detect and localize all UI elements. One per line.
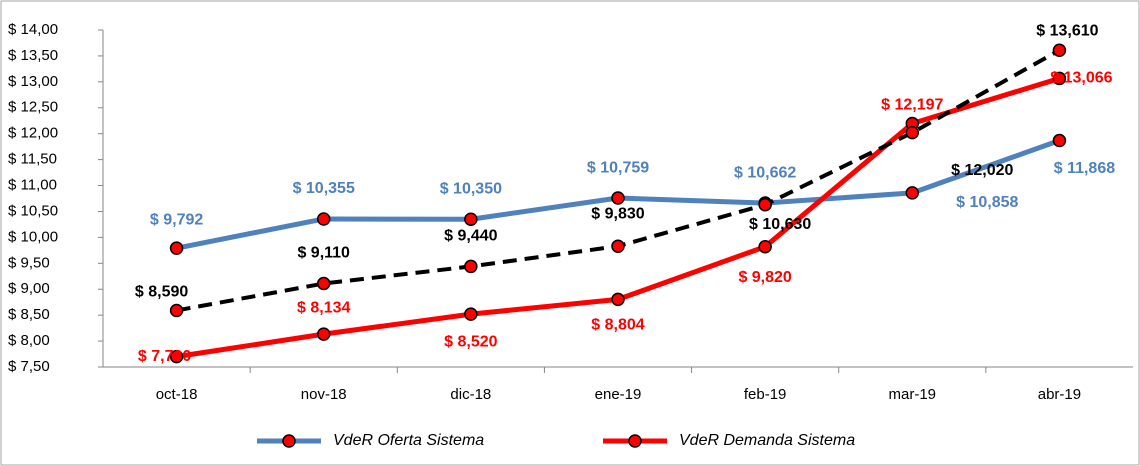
x-tick-label: feb-19 — [744, 386, 787, 403]
y-tick-label: $ 9,50 — [8, 254, 50, 271]
y-tick-label: $ 7,50 — [8, 358, 50, 375]
data-point — [464, 259, 478, 274]
x-tick-label: dic-18 — [450, 386, 491, 403]
data-label: $ 10,759 — [587, 159, 649, 176]
y-tick-label: $ 11,00 — [8, 177, 57, 194]
data-label: $ 12,197 — [881, 97, 943, 114]
data-label: $ 9,110 — [297, 245, 350, 262]
data-point — [464, 307, 478, 321]
data-point — [316, 327, 331, 341]
data-point — [169, 303, 184, 318]
x-tick-label: oct-18 — [156, 386, 198, 403]
data-label: $ 8,520 — [444, 333, 497, 350]
data-point — [1052, 43, 1067, 57]
data-label: $ 9,820 — [738, 269, 791, 286]
y-tick-label: $ 10,00 — [8, 228, 58, 245]
data-label: $ 13,610 — [1036, 22, 1098, 39]
y-tick-label: $ 11,50 — [8, 151, 57, 168]
data-label: $ 13,066 — [1050, 70, 1112, 87]
data-point — [464, 212, 478, 226]
data-label: $ 12,020 — [951, 162, 1013, 179]
data-label: $ 11,868 — [1054, 160, 1116, 177]
y-tick-label: $ 14,00 — [8, 21, 58, 38]
data-point — [169, 241, 184, 255]
data-point — [758, 197, 772, 212]
legend-marker — [628, 434, 642, 448]
data-point — [611, 239, 625, 253]
data-point — [758, 239, 772, 254]
y-tick-label: $ 9,00 — [8, 280, 50, 297]
data-point — [905, 125, 920, 140]
y-tick-label: $ 8,00 — [8, 332, 50, 349]
y-tick-label: $ 13,50 — [8, 47, 58, 64]
data-label: $ 9,830 — [591, 205, 644, 222]
legend-label: VdeR Oferta Sistema — [333, 432, 484, 449]
legend-marker — [282, 434, 296, 448]
data-point — [316, 212, 331, 226]
data-label: $ 10,350 — [440, 180, 502, 197]
y-tick-label: $ 13,00 — [8, 73, 58, 90]
x-tick-label: nov-18 — [301, 386, 347, 403]
x-tick-label: ene-19 — [595, 386, 642, 403]
data-point — [316, 276, 331, 291]
data-label: $ 9,440 — [444, 228, 497, 245]
y-tick-label: $ 10,50 — [8, 202, 58, 219]
x-tick-label: abr-19 — [1038, 386, 1081, 403]
data-label: $ 10,858 — [956, 194, 1018, 211]
data-label: $ 10,355 — [293, 180, 355, 197]
data-point — [611, 191, 625, 205]
legend-label: VdeR Demanda Sistema — [679, 432, 855, 449]
data-label: $ 8,804 — [591, 317, 644, 334]
data-point — [1052, 133, 1067, 148]
data-label: $ 10,662 — [734, 164, 796, 181]
data-label: $ 7,700 — [138, 348, 191, 365]
data-point — [905, 186, 920, 200]
data-point — [1052, 71, 1067, 86]
data-label: $ 8,590 — [135, 284, 188, 301]
data-label: $ 10,630 — [749, 216, 811, 233]
y-tick-label: $ 12,50 — [8, 99, 58, 116]
data-point — [611, 292, 625, 307]
x-tick-label: mar-19 — [889, 386, 937, 403]
y-tick-label: $ 12,00 — [8, 125, 58, 142]
y-tick-label: $ 8,50 — [8, 306, 50, 323]
data-label: $ 8,134 — [297, 299, 350, 316]
data-label: $ 9,792 — [150, 211, 203, 228]
data-point — [169, 349, 184, 364]
